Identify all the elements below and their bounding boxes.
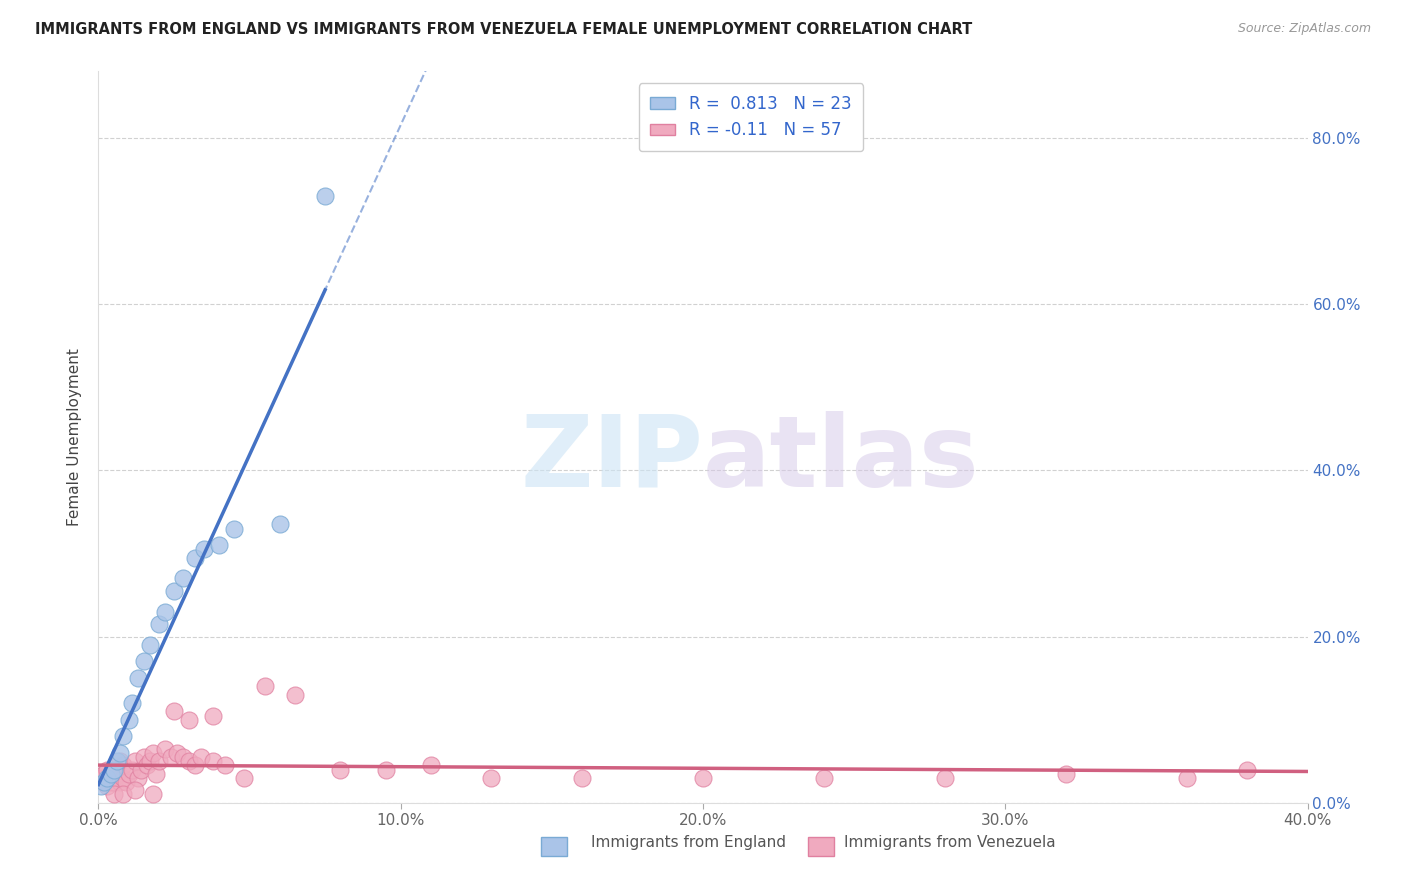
Text: Immigrants from Venezuela: Immigrants from Venezuela [844, 836, 1056, 850]
Point [202, 754, 225, 768]
Point [96, 779, 118, 793]
Point [114, 775, 136, 789]
Point [96, 771, 118, 785]
Point [100, 775, 122, 789]
Point [103, 771, 125, 785]
Point [135, 758, 157, 772]
Point [160, 750, 183, 764]
Point [284, 688, 307, 702]
Point [139, 754, 162, 768]
Point [153, 605, 176, 619]
Point [571, 771, 593, 785]
Point [145, 766, 167, 780]
Point [111, 788, 134, 802]
Point [166, 746, 188, 760]
Point [813, 771, 835, 785]
Point [179, 754, 201, 768]
Point [105, 754, 128, 768]
Y-axis label: Female Unemployment: Female Unemployment [67, 348, 83, 526]
Point [184, 550, 207, 565]
Point [103, 775, 125, 789]
Text: ZIP: ZIP [520, 410, 703, 508]
Point [1175, 771, 1198, 785]
Point [142, 746, 165, 760]
Point [193, 542, 215, 557]
Point [121, 696, 143, 710]
Point [202, 708, 225, 723]
Point [190, 750, 212, 764]
Point [269, 517, 291, 532]
Point [124, 754, 146, 768]
Point [172, 571, 194, 585]
Point [1236, 763, 1258, 777]
Point [90, 771, 112, 785]
Point [118, 713, 141, 727]
Point [124, 783, 146, 797]
Point [108, 746, 131, 760]
Point [139, 638, 162, 652]
Point [111, 758, 134, 772]
Point [142, 788, 165, 802]
Point [100, 766, 122, 780]
Text: Immigrants from England: Immigrants from England [591, 836, 786, 850]
Point [105, 763, 128, 777]
Point [163, 705, 186, 719]
Point [111, 729, 134, 743]
Point [1054, 766, 1077, 780]
Point [108, 754, 131, 768]
Point [934, 771, 956, 785]
Point [132, 750, 155, 764]
Point [253, 680, 276, 694]
Point [153, 741, 176, 756]
Point [184, 758, 207, 772]
Point [420, 758, 443, 772]
Point [93, 766, 115, 780]
Point [374, 763, 396, 777]
Point [232, 771, 254, 785]
Point [111, 771, 134, 785]
Point [127, 771, 149, 785]
Point [148, 617, 170, 632]
Point [172, 750, 194, 764]
Point [132, 655, 155, 669]
Text: Source: ZipAtlas.com: Source: ZipAtlas.com [1237, 22, 1371, 36]
Text: IMMIGRANTS FROM ENGLAND VS IMMIGRANTS FROM VENEZUELA FEMALE UNEMPLOYMENT CORRELA: IMMIGRANTS FROM ENGLAND VS IMMIGRANTS FR… [35, 22, 973, 37]
Point [100, 766, 122, 780]
Point [148, 754, 170, 768]
Point [314, 189, 336, 203]
Point [692, 771, 714, 785]
Point [224, 521, 246, 535]
Point [329, 763, 352, 777]
Point [90, 779, 112, 793]
Point [93, 775, 115, 789]
Point [163, 583, 186, 598]
Point [214, 758, 236, 772]
Point [96, 763, 118, 777]
Point [105, 766, 128, 780]
Legend: R =  0.813   N = 23, R = -0.11   N = 57: R = 0.813 N = 23, R = -0.11 N = 57 [638, 83, 863, 151]
Point [93, 775, 115, 789]
Point [103, 763, 125, 777]
Point [108, 775, 131, 789]
Point [481, 771, 503, 785]
Point [129, 763, 152, 777]
Point [118, 766, 141, 780]
Text: atlas: atlas [703, 410, 980, 508]
Point [103, 788, 125, 802]
Point [121, 763, 143, 777]
Point [179, 713, 201, 727]
Point [208, 538, 231, 552]
Point [127, 671, 149, 685]
